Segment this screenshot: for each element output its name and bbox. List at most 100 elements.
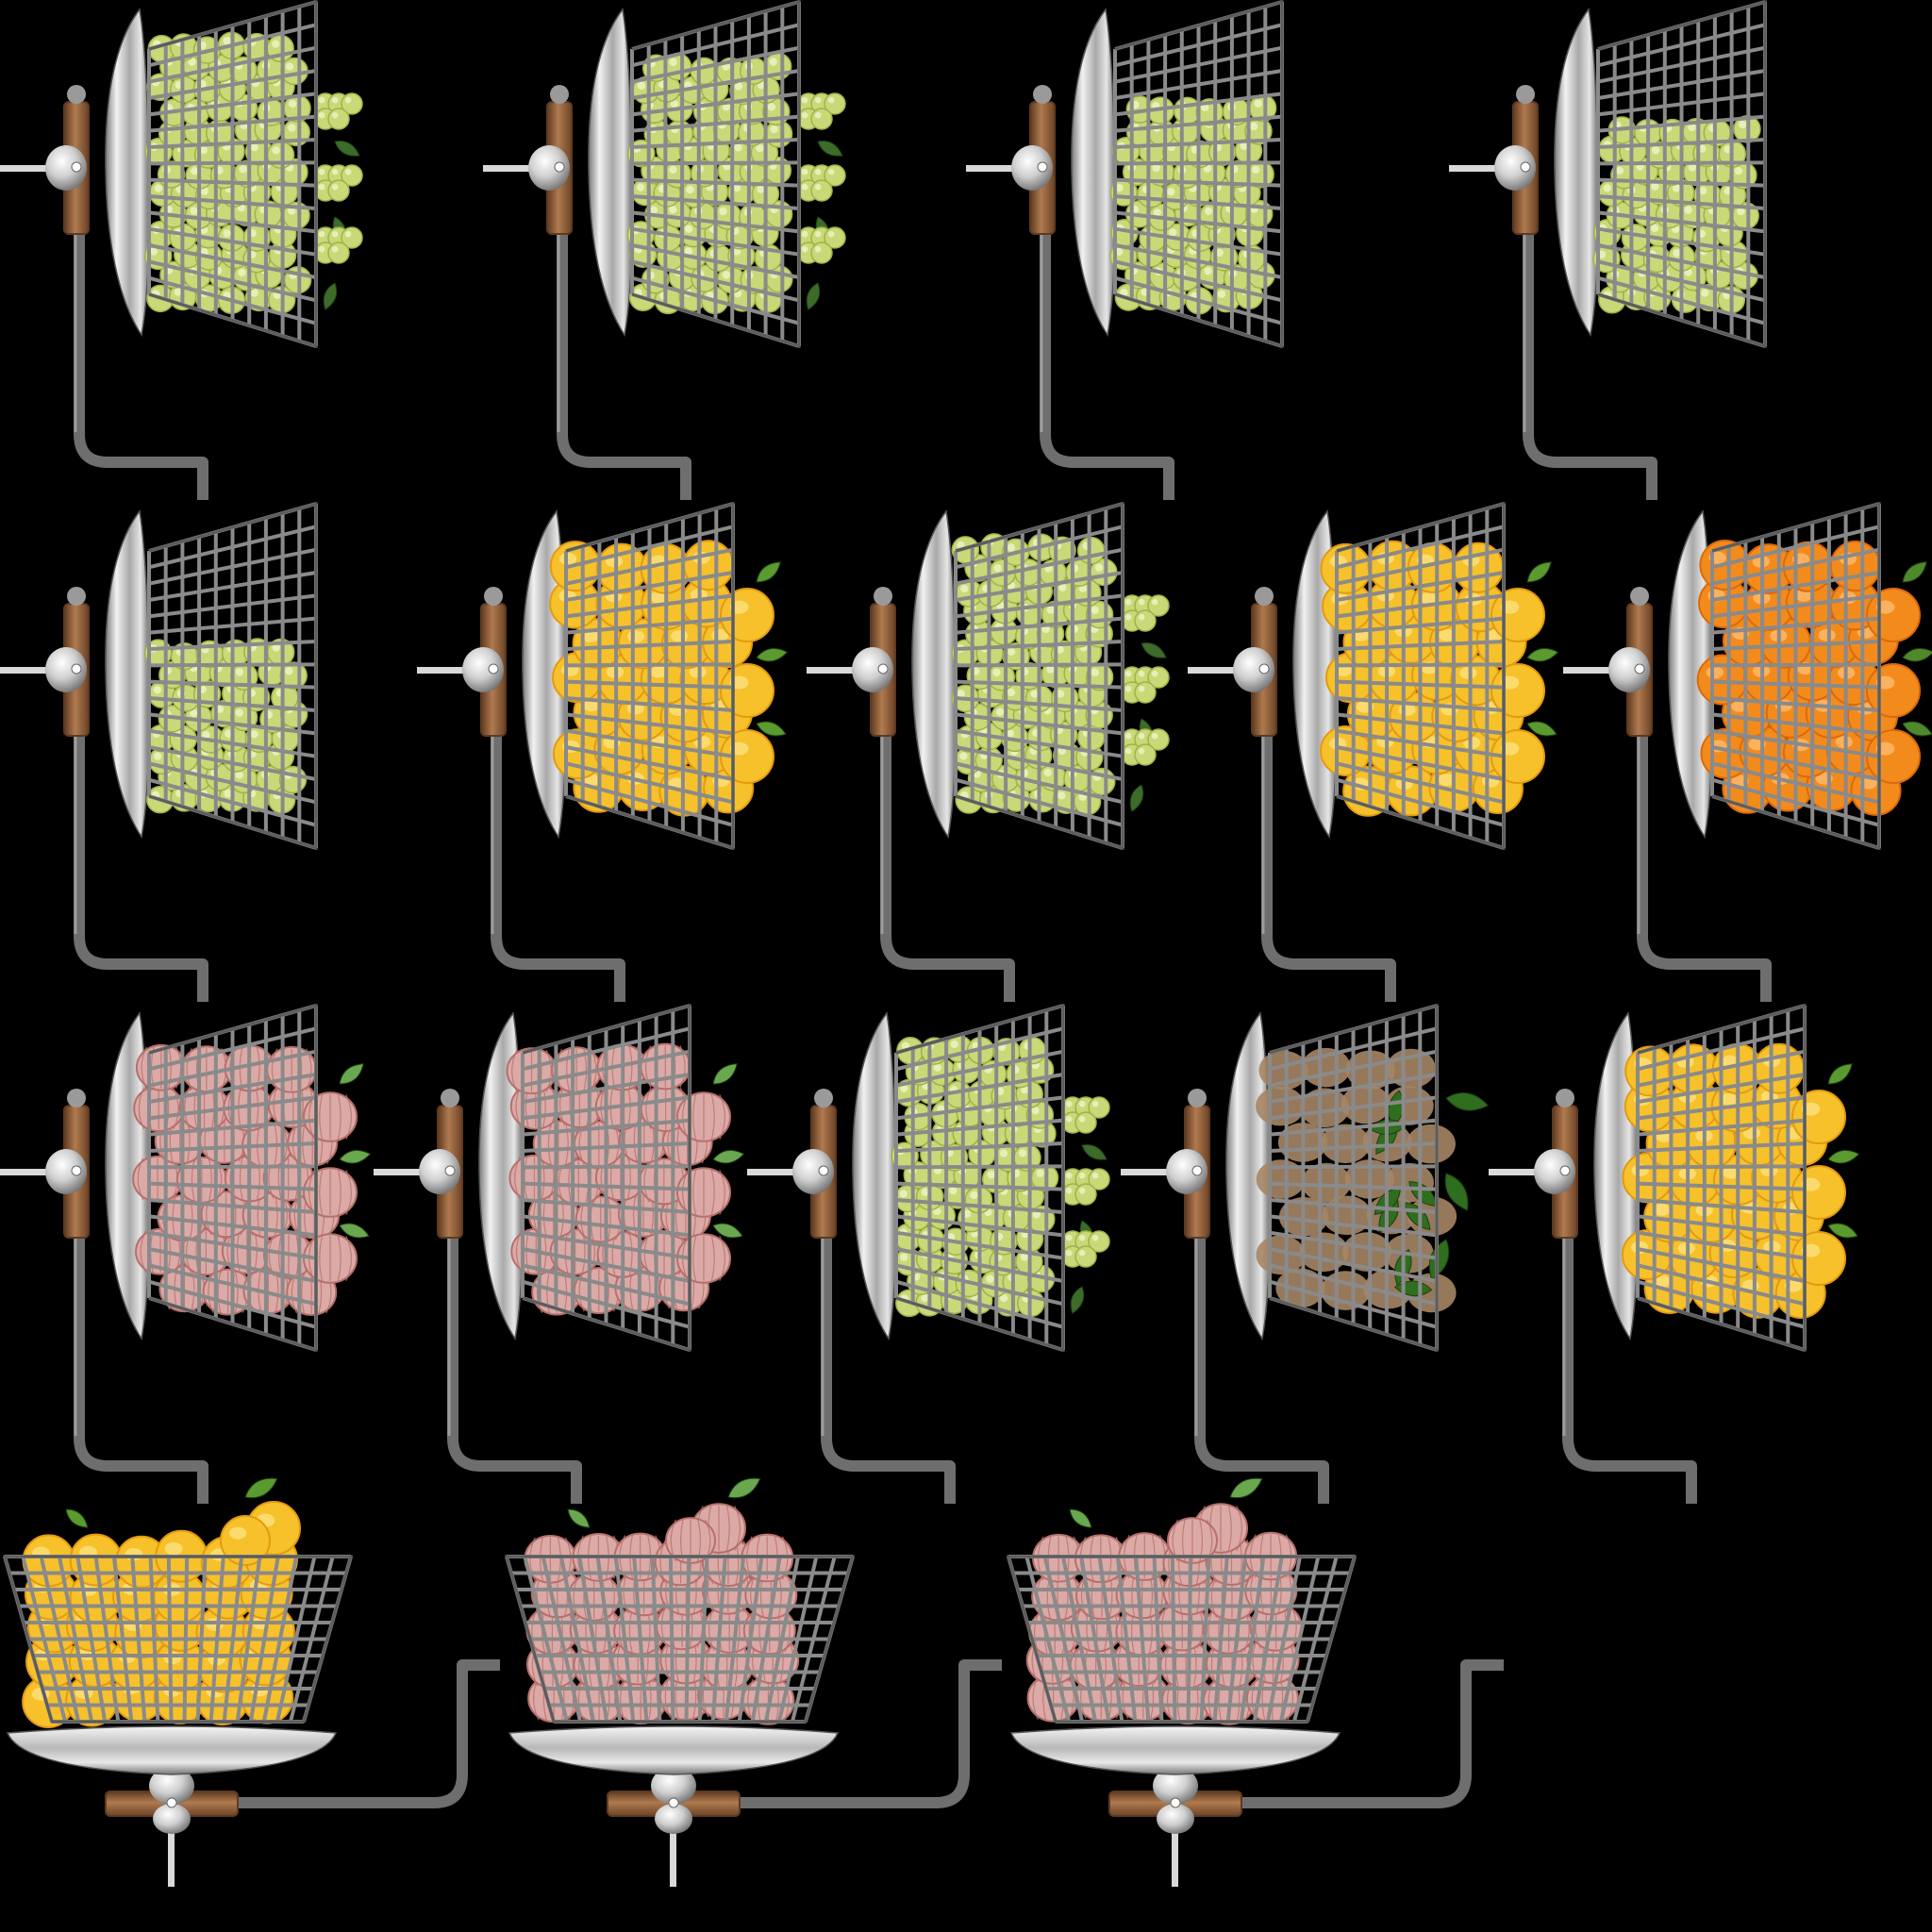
wire-grid [1268, 1004, 1439, 1353]
grapes-overflow [314, 92, 363, 310]
metal-plate [588, 8, 634, 337]
basket-sprite-side [483, 0, 846, 500]
knob [1011, 145, 1053, 191]
leaf-icon [1129, 784, 1144, 812]
leaf-icon [1902, 561, 1927, 583]
basket-sprite-side [807, 502, 1170, 1002]
leaf-icon [756, 647, 789, 662]
leaf-icon [1081, 1143, 1108, 1160]
wire-grid [1007, 1555, 1357, 1724]
metal-plate [105, 8, 151, 337]
wire-grid [1596, 0, 1767, 349]
knob [1233, 647, 1274, 692]
knob [1494, 145, 1536, 191]
pipe [880, 728, 1015, 1002]
knob [419, 1149, 460, 1194]
leaf-icon [1445, 1092, 1490, 1111]
wire-grid [564, 502, 735, 851]
pipe [74, 1230, 208, 1504]
wire-grid [1710, 502, 1881, 851]
basket-sprite-side [1188, 502, 1559, 1002]
pears-overflow [1791, 1063, 1860, 1286]
leaf-icon [712, 1063, 738, 1085]
basket-sprite-top [3, 1477, 500, 1887]
knob [462, 647, 504, 692]
leaf-icon [756, 721, 787, 737]
wire-grid [147, 0, 318, 349]
metal-plate [852, 1011, 898, 1341]
metal-plate [105, 509, 151, 839]
leaf-icon [712, 1149, 745, 1164]
wire-grid [521, 1004, 691, 1353]
grapes-overflow [1061, 1096, 1110, 1314]
basket-sprite-side [1489, 1004, 1860, 1504]
basket-sprite-side [1449, 0, 1767, 500]
leaf-icon [339, 1149, 372, 1164]
knob [45, 1149, 87, 1194]
knob [1166, 1149, 1208, 1194]
axle-rod [1121, 1169, 1179, 1175]
grapes-overflow [1121, 594, 1170, 812]
leaf-icon [1526, 561, 1552, 583]
onions-overflow [676, 1063, 745, 1284]
basket-sprite-side [0, 0, 363, 500]
knob [45, 145, 87, 191]
axle-rod [1449, 165, 1507, 172]
leaf-icon [1827, 1223, 1858, 1239]
knob [1153, 1767, 1198, 1805]
leaf-icon [1069, 1508, 1092, 1528]
pipe [557, 226, 691, 500]
basket-sprite-top [505, 1477, 1002, 1887]
leaf-icon [339, 1223, 370, 1239]
basket-sprite-side [1563, 502, 1932, 1002]
knob [852, 647, 893, 692]
knob [651, 1767, 696, 1805]
wire-grid [894, 1004, 1065, 1353]
axle-rod [483, 165, 541, 172]
pears-overflow [720, 561, 789, 784]
knob [792, 1149, 834, 1194]
pipe [491, 728, 625, 1002]
leaf-icon [244, 1477, 278, 1499]
pipe [74, 226, 208, 500]
grapes-overflow [797, 92, 846, 310]
leaf-icon [1141, 641, 1167, 658]
wire-grid [505, 1555, 855, 1724]
axle-rod [1489, 1169, 1547, 1175]
metal-plate [508, 1725, 840, 1775]
axle-rod [0, 1169, 58, 1175]
axle-rod [417, 667, 475, 674]
leaf-icon [756, 561, 781, 583]
axle-rod [1188, 667, 1246, 674]
basket-sprite-side [966, 0, 1284, 500]
leaf-icon [339, 1063, 364, 1085]
leaf-icon [1229, 1477, 1263, 1499]
knob [1608, 647, 1650, 692]
pipe [447, 1230, 582, 1504]
basket-sprite-side [417, 502, 789, 1002]
pears-overflow [65, 1477, 301, 1566]
knob [1534, 1149, 1575, 1194]
axle-rod [1172, 1807, 1178, 1887]
axle-rod [1563, 667, 1622, 674]
pipe [234, 1659, 500, 1808]
axle-rod [747, 1169, 806, 1175]
leaf-icon [65, 1508, 89, 1528]
leaf-icon [1902, 647, 1932, 662]
wire-grid [1113, 0, 1284, 349]
knob [45, 647, 87, 692]
metal-plate [6, 1725, 338, 1775]
leaf-icon [727, 1477, 761, 1499]
metal-plate [1554, 8, 1600, 337]
axle-rod [807, 667, 865, 674]
pipe [1238, 1659, 1504, 1808]
leaf-icon [806, 282, 821, 310]
onions-overflow [567, 1477, 761, 1564]
leaf-icon [1902, 721, 1932, 737]
leaf-icon [712, 1223, 743, 1239]
wire-grid [3, 1555, 353, 1724]
pipe [1194, 1230, 1329, 1504]
pears-overflow [1491, 561, 1559, 784]
basket-sprite-side [374, 1004, 745, 1504]
